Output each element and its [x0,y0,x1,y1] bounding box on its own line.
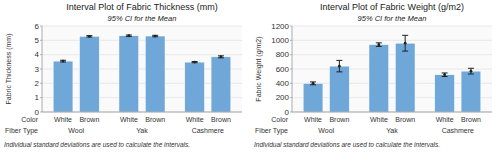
error-bar [310,82,316,85]
error-bar [152,35,158,36]
bar [461,71,481,112]
marks [303,35,481,112]
group-label: Cashmere [192,127,224,134]
category-label: Brown [211,116,231,123]
tick-label: 3 [35,65,40,74]
grid-line [292,69,492,70]
tick-label: 1000 [271,36,289,45]
tick-label: 5 [35,36,40,45]
y-axis-label: Fabric Thickness (mm) [5,33,13,104]
category-label: White [186,116,204,123]
error-bar [60,60,66,62]
category-label: Brown [395,116,415,123]
grid-line [42,26,242,27]
grid-line [292,26,492,27]
y-axis-line [42,26,43,112]
marks [53,34,231,112]
tick-label: 2 [35,79,40,88]
row-header: Color [271,116,288,123]
tick-label: 1200 [271,22,289,31]
mean-dot [88,35,91,38]
panel: 0123456Interval Plot of Fabric Thickness… [4,2,242,148]
tick-label: 200 [276,93,290,102]
group-label: Wool [68,127,84,134]
subtitle: 95% CI for the Mean [108,14,177,23]
bar [119,36,139,112]
error-bar [218,56,224,58]
group-label: Yak [386,127,398,134]
error-bar [126,35,132,36]
category-label: Brown [461,116,481,123]
error-bar [192,62,198,63]
mean-dot [470,70,473,73]
tick-label: 1 [35,93,40,102]
row-header: Fiber Type [5,127,38,135]
category-label: Brown [79,116,99,123]
bar [80,36,100,112]
title: Interval Plot of Fabric Weight (g/m2) [320,2,464,12]
category-label: Brown [145,116,165,123]
plot-area [42,26,242,112]
tick-label: 400 [276,79,290,88]
footnote: Individual standard deviations are used … [4,141,190,148]
bar [369,45,389,112]
mean-dot [312,82,315,85]
bar [435,75,455,112]
mean-dot [443,73,446,76]
bar [303,83,323,112]
error-bar [376,43,382,47]
bar [185,62,205,112]
category-label: White [120,116,138,123]
category-label: Brown [329,116,349,123]
mean-dot [193,61,196,64]
tick-label: 800 [276,50,290,59]
grid-line [292,54,492,55]
tick-label: 6 [35,22,40,31]
row-header: Fiber Type [255,127,288,135]
error-bar [468,68,474,74]
bar [395,43,415,112]
error-bar [86,36,92,37]
figure: 0123456Interval Plot of Fabric Thickness… [0,0,500,168]
grid-line [292,40,492,41]
footnote: Individual standard deviations are used … [254,141,440,148]
grid-line [42,40,242,41]
error-bar [402,35,408,51]
x-axis-line [42,112,242,113]
title: Interval Plot of Fabric Thickness (mm) [66,2,217,12]
bar [211,57,231,112]
mean-dot [377,43,380,46]
group-label: Yak [136,127,148,134]
category-label: White [436,116,454,123]
bar [145,36,165,112]
row-header: Color [21,116,38,123]
bar [53,61,73,112]
mean-dot [404,42,407,45]
bar [330,66,350,112]
mean-dot [154,35,157,38]
group-label: Cashmere [442,127,474,134]
category-label: White [54,116,72,123]
grid-line [42,112,242,113]
y-axis-label: Fabric Weight (g/m2) [255,36,263,101]
plot-area [292,26,492,112]
group-label: Wool [318,127,334,134]
tick-label: 600 [276,65,290,74]
mean-dot [62,60,65,63]
error-bar [442,73,448,77]
x-axis-line [292,112,492,113]
error-bar [336,60,342,71]
grid-line [42,54,242,55]
mean-dot [127,34,130,37]
panel: 020040060080010001200Interval Plot of Fa… [254,2,492,148]
subtitle: 95% CI for the Mean [358,14,427,23]
y-axis-line [292,26,293,112]
mean-dot [220,55,223,58]
mean-dot [338,65,341,68]
grid-line [292,112,492,113]
tick-label: 4 [35,50,40,59]
category-label: White [370,116,388,123]
category-label: White [304,116,322,123]
